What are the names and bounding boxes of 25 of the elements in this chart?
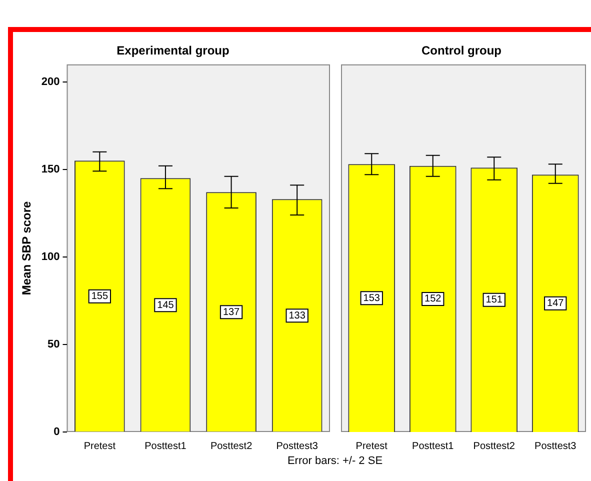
y-axis-title: Mean SBP score (20, 200, 34, 296)
data-label: 145 (157, 300, 174, 311)
y-tick-label: 50 (48, 338, 60, 351)
y-tick-label: 0 (54, 426, 60, 438)
y-tick-label: 100 (41, 250, 60, 263)
data-label: 133 (288, 310, 306, 322)
x-tick-label: Posttest3 (276, 440, 318, 452)
x-tick-label: Pretest (84, 440, 116, 452)
y-tick-label: 200 (41, 76, 60, 88)
data-label: 155 (91, 291, 108, 302)
data-label: 147 (547, 298, 564, 310)
data-label: 153 (363, 292, 380, 304)
chart-title: Experimental group (116, 44, 230, 58)
data-label: 151 (486, 294, 503, 306)
data-label: 137 (222, 306, 240, 318)
x-tick-label: Pretest (356, 440, 388, 452)
y-tick-label: 150 (41, 163, 60, 176)
x-tick-label: Posttest1 (412, 440, 454, 452)
x-tick-label: Posttest3 (534, 440, 577, 452)
text: Error bars: +/- 2 SE (286, 455, 384, 467)
x-tick-label: Posttest1 (144, 440, 187, 452)
x-tick-label: Posttest2 (210, 440, 253, 452)
data-label: 152 (424, 294, 442, 305)
chart-title: Control group (422, 44, 502, 58)
x-tick-label: Posttest2 (473, 440, 516, 452)
